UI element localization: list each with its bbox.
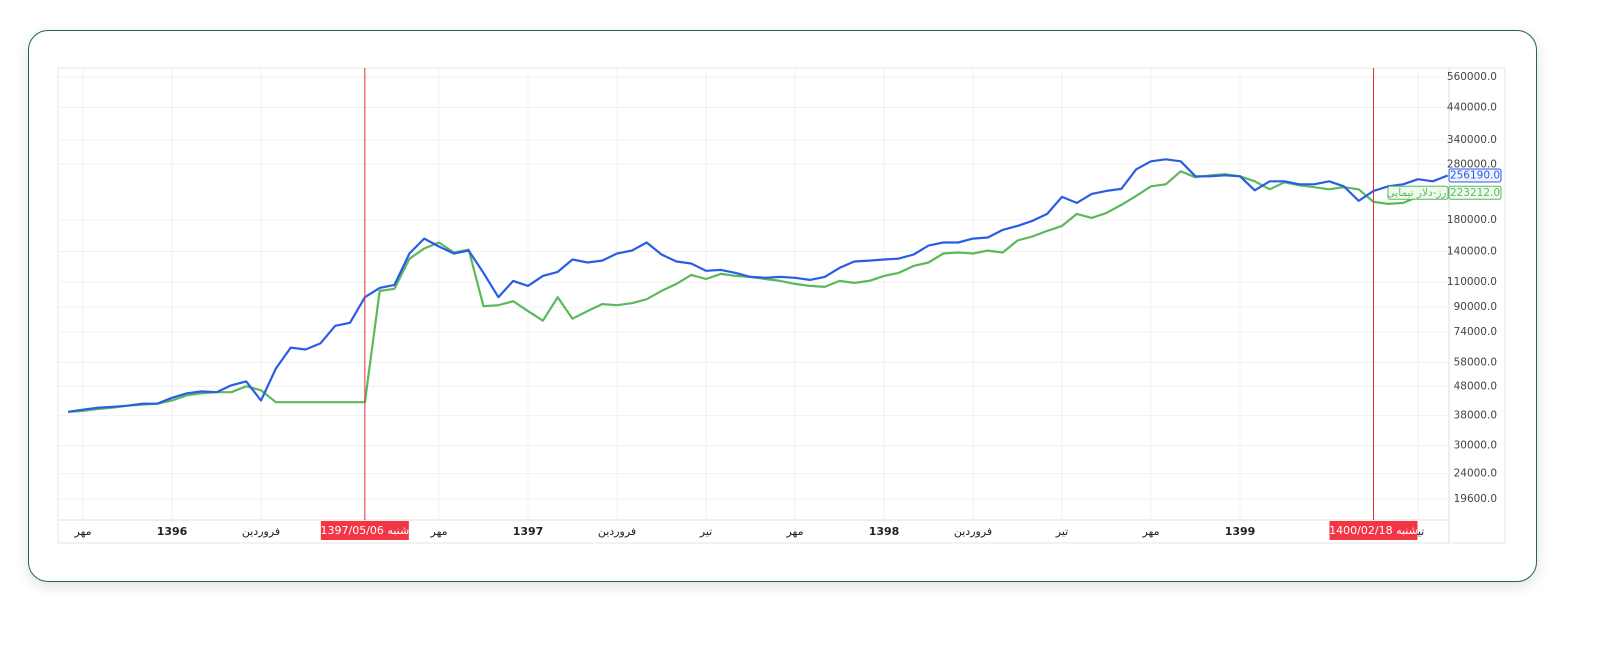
card (28, 30, 1537, 582)
y-tick-label: 560000.0 (1447, 71, 1497, 83)
y-tick-label: 110000.0 (1447, 276, 1497, 288)
y-tick-label: 38000.0 (1454, 410, 1497, 422)
y-tick-label: 180000.0 (1447, 214, 1497, 226)
last-value-label: 256190.0 (1450, 169, 1500, 181)
y-tick-label: 24000.0 (1454, 468, 1497, 480)
crosshair-label-box (320, 521, 409, 540)
crosshair-label-box (1329, 521, 1418, 540)
series-line (68, 170, 1448, 413)
y-tick-label: 340000.0 (1447, 134, 1497, 146)
x-tick-label: فروردین (954, 525, 992, 538)
series-name: ارز-دلار نیمایی (1387, 187, 1450, 199)
y-tick-label: 58000.0 (1454, 356, 1497, 368)
series-line (68, 158, 1449, 413)
x-tick-label: فروردین (242, 525, 280, 538)
x-tick-label: فروردین (598, 525, 636, 538)
last-value-box (1448, 168, 1502, 183)
y-tick-label: 19600.0 (1454, 493, 1497, 505)
x-tick-label: مهر (430, 525, 448, 538)
x-tick-label: 1396 (157, 525, 188, 538)
chart-frame (57, 67, 1506, 544)
crosshair-label: شنبه 1400/02/18 (1329, 524, 1418, 537)
x-tick-label: 1397 (513, 525, 544, 538)
y-tick-label: 74000.0 (1454, 326, 1497, 338)
x-tick-label: مهر (74, 525, 92, 538)
y-tick-label: 48000.0 (1454, 380, 1497, 392)
y-tick-label: 280000.0 (1447, 158, 1497, 170)
x-tick-label: مهر (785, 525, 803, 538)
x-tick-label: 1398 (869, 525, 900, 538)
last-value-label: 223212.0 (1450, 187, 1500, 199)
x-tick-label: 1399 (1225, 525, 1256, 538)
x-tick-label: تیر (1055, 525, 1068, 538)
x-tick-label: تیر (699, 525, 712, 538)
last-value-box (1448, 185, 1502, 200)
crosshair-label: شنبه 1397/05/06 (321, 524, 410, 537)
series-name-box (1387, 185, 1449, 200)
y-tick-label: 90000.0 (1454, 301, 1497, 313)
x-tick-label: مهر (1141, 525, 1159, 538)
y-tick-label: 30000.0 (1454, 439, 1497, 451)
y-tick-label: 440000.0 (1447, 101, 1497, 113)
y-tick-label: 140000.0 (1447, 246, 1497, 258)
